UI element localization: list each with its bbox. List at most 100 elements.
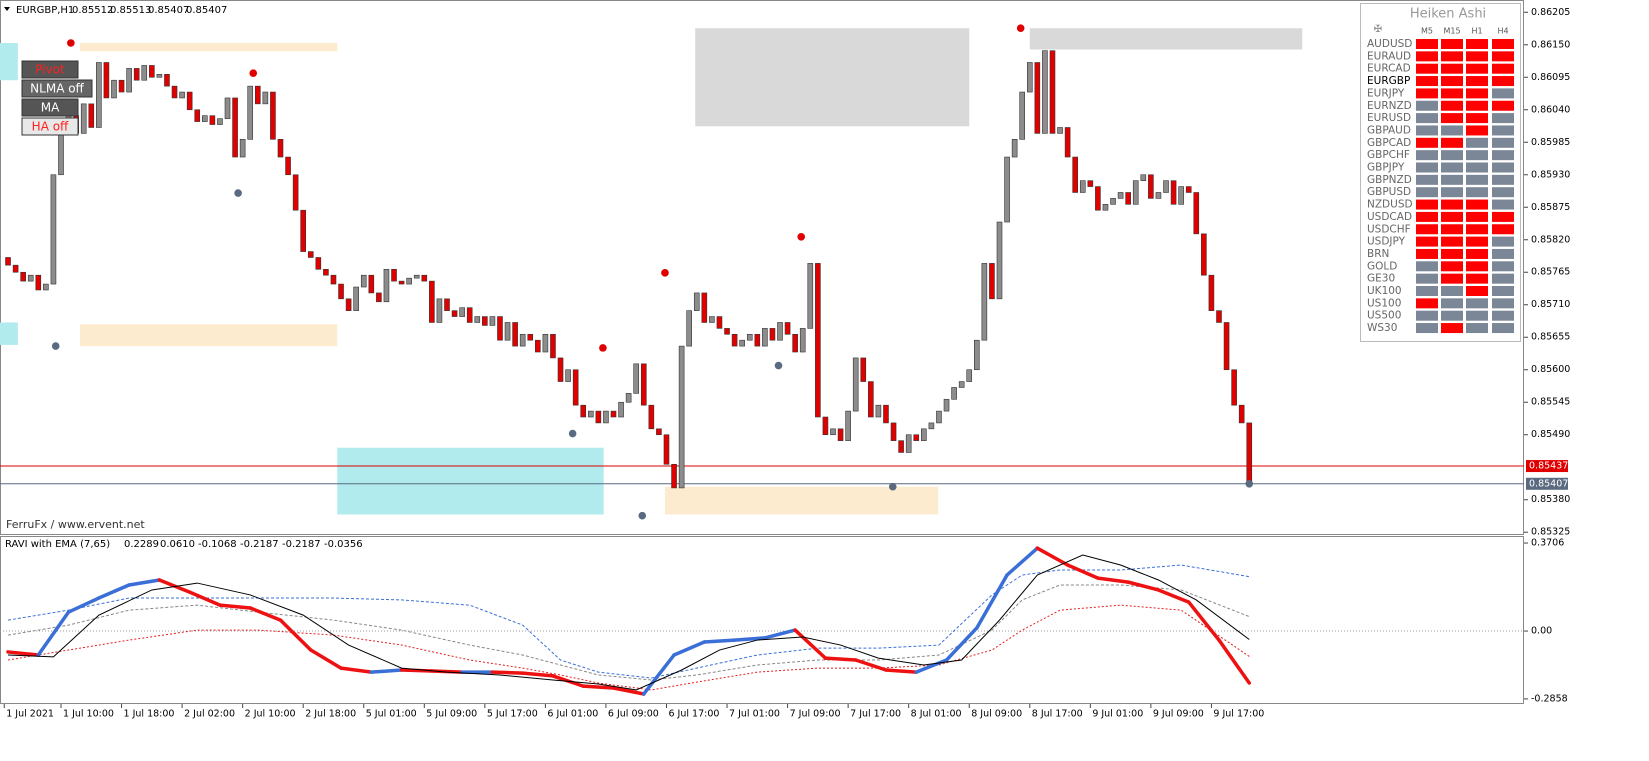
pivot-high xyxy=(67,39,75,47)
indicator-readout: 0.0610 xyxy=(160,539,195,550)
candle-body xyxy=(406,277,412,285)
ravi-segment xyxy=(1126,580,1161,592)
price-level-tag xyxy=(1526,460,1568,473)
button-label: NLMA off xyxy=(30,82,84,96)
symbol-label: US100 xyxy=(1367,297,1401,309)
candle-body xyxy=(580,404,587,418)
ravi-segment xyxy=(853,658,888,672)
candle-body xyxy=(1110,198,1116,205)
trend-cell xyxy=(1466,273,1488,284)
candle-body xyxy=(1125,192,1131,205)
y-tick-label: 0.86150 xyxy=(1531,39,1570,50)
ravi-segment xyxy=(611,686,646,696)
candle-body xyxy=(686,310,692,347)
ravi-segment xyxy=(369,668,404,674)
toggle-button[interactable]: NLMA off xyxy=(21,79,93,98)
trend-cell xyxy=(1466,39,1488,49)
candle-body xyxy=(875,404,882,418)
trend-cell xyxy=(1466,150,1488,161)
main-panel-frame xyxy=(0,0,1524,535)
symbol-label: USDCHF xyxy=(1367,223,1411,235)
indicator-readout: -0.0356 xyxy=(324,539,363,550)
candle-body xyxy=(383,268,390,303)
ravi-segment xyxy=(642,653,676,696)
candle-body xyxy=(1140,174,1147,181)
candle-body xyxy=(535,339,541,353)
trend-cell xyxy=(1492,174,1514,185)
trend-cell xyxy=(1466,88,1488,99)
candle-body xyxy=(701,292,708,323)
x-tick-label: 8 Jul 01:00 xyxy=(911,709,962,720)
candle-body xyxy=(989,263,995,300)
candle-body xyxy=(973,339,980,371)
candle-body xyxy=(799,328,806,353)
price-zone xyxy=(695,28,970,127)
candle-body xyxy=(179,91,185,99)
candle-body xyxy=(1201,233,1207,276)
y-tick-label: 0.86205 xyxy=(1531,7,1570,18)
candle-body xyxy=(807,263,814,329)
candle-body xyxy=(368,274,375,294)
candle-body xyxy=(118,79,125,93)
ravi-segment xyxy=(1005,546,1040,577)
trend-cell xyxy=(1492,39,1514,49)
trend-cell xyxy=(1492,310,1514,321)
trend-cell xyxy=(1416,187,1438,198)
candle-body xyxy=(913,434,920,441)
candle-body xyxy=(300,209,306,252)
trend-cell xyxy=(1441,162,1463,173)
candle-body xyxy=(557,357,564,382)
candle-body xyxy=(254,85,261,105)
y-tick-label: 0.85930 xyxy=(1531,169,1570,180)
trend-cell xyxy=(1492,286,1514,296)
toggle-button[interactable]: MA xyxy=(21,98,79,117)
pivot-low xyxy=(51,342,60,350)
trend-cell xyxy=(1441,137,1463,148)
x-tick-label: 7 Jul 09:00 xyxy=(790,709,841,720)
trend-cell xyxy=(1441,113,1463,124)
trend-cell xyxy=(1492,137,1514,148)
candle-body xyxy=(202,115,208,122)
symbol-label: USDCAD xyxy=(1367,211,1412,223)
candle-body xyxy=(746,333,753,341)
candle-body xyxy=(648,404,655,430)
candle-body xyxy=(307,251,314,258)
panel-icon: ✠ xyxy=(1374,24,1382,35)
candle-body xyxy=(633,363,640,394)
ravi-segment xyxy=(1217,638,1252,685)
candle-body xyxy=(247,85,254,140)
candle-body xyxy=(1042,50,1048,134)
trend-cell xyxy=(1466,323,1488,334)
candle-body xyxy=(693,292,700,311)
trend-cell xyxy=(1441,199,1463,210)
symbol-label: WS30 xyxy=(1367,322,1397,334)
menu-arrow xyxy=(4,7,10,11)
toggle-button[interactable]: HA off xyxy=(21,117,79,136)
symbol-label: US500 xyxy=(1367,310,1401,322)
ravi-segment xyxy=(218,603,252,610)
candle-body xyxy=(444,298,450,311)
candle-body xyxy=(338,283,344,300)
candle-body xyxy=(656,428,662,436)
symbol-label: GBPJPY xyxy=(1367,162,1405,174)
trend-cell xyxy=(1416,273,1438,284)
x-tick-label: 8 Jul 17:00 xyxy=(1032,709,1083,720)
trend-cell xyxy=(1466,211,1488,222)
candle-body xyxy=(905,434,912,453)
trend-cell xyxy=(1492,187,1514,198)
candle-body xyxy=(156,74,163,78)
trend-cell xyxy=(1466,174,1488,185)
candle-body xyxy=(1216,310,1222,323)
trend-cell xyxy=(1416,211,1438,222)
price-readout: 0.85407 xyxy=(186,5,227,16)
candle-body xyxy=(1004,156,1010,223)
toggle-button[interactable]: Pivot xyxy=(21,60,79,79)
price-readout: 0.85512 xyxy=(72,5,113,16)
symbol-label: BRN xyxy=(1367,248,1389,260)
y-tick-label: 0.85985 xyxy=(1531,137,1570,148)
candle-body xyxy=(754,333,761,347)
candle-body xyxy=(1223,322,1230,371)
symbol-label: EURNZD xyxy=(1367,100,1412,112)
candle-body xyxy=(943,398,950,412)
candle-body xyxy=(171,85,178,99)
